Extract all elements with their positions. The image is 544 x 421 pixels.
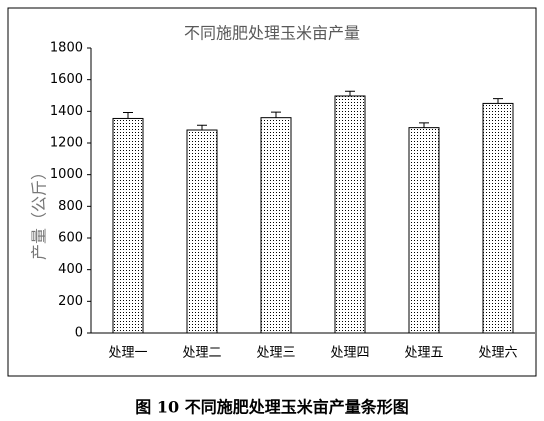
y-tick-label: 1000 [50,167,83,182]
x-tick-label: 处理三 [256,346,295,361]
x-tick-label: 处理二 [182,346,221,361]
x-tick-label: 处理一 [108,346,147,361]
y-tick-label: 1400 [50,104,83,119]
chart-frame [7,7,537,377]
x-tick-label: 处理五 [404,346,443,361]
bar [186,129,218,334]
error-bar [123,111,133,119]
error-bar [493,98,503,104]
error-bar [419,122,429,128]
caption: 图 10 不同施肥处理玉米亩产量条形图 [135,398,408,417]
y-tick-label: 400 [58,262,83,277]
bar [260,117,292,334]
bar [334,95,366,334]
bar [408,127,440,334]
bar [482,102,514,334]
error-bar [271,111,281,118]
error-bar [197,124,207,131]
y-tick-label: 1200 [50,136,83,151]
y-axis-label: 产量（公斤） [30,164,49,260]
y-tick-label: 1600 [50,72,83,87]
bar [112,117,144,334]
error-bar [345,90,355,96]
x-tick-label: 处理六 [478,346,517,361]
y-tick-label: 200 [58,294,83,309]
y-tick-label: 800 [58,199,83,214]
y-tick-label: 0 [75,326,83,341]
chart-title: 不同施肥处理玉米亩产量 [184,24,360,43]
y-tick-label: 1800 [50,41,83,56]
x-tick-label: 处理四 [330,346,369,361]
y-tick-label: 600 [58,231,83,246]
